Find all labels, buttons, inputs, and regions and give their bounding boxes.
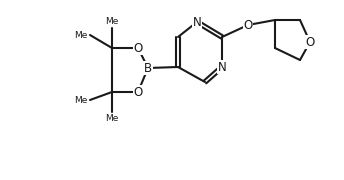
Text: B: B xyxy=(144,62,152,75)
Text: Me: Me xyxy=(105,17,119,26)
Text: O: O xyxy=(133,42,143,55)
Text: Me: Me xyxy=(105,114,119,123)
Text: O: O xyxy=(133,86,143,98)
Text: N: N xyxy=(218,60,226,73)
Text: O: O xyxy=(305,35,315,48)
Text: O: O xyxy=(243,19,252,32)
Text: N: N xyxy=(193,15,201,28)
Text: Me: Me xyxy=(74,30,87,39)
Text: Me: Me xyxy=(74,96,87,105)
